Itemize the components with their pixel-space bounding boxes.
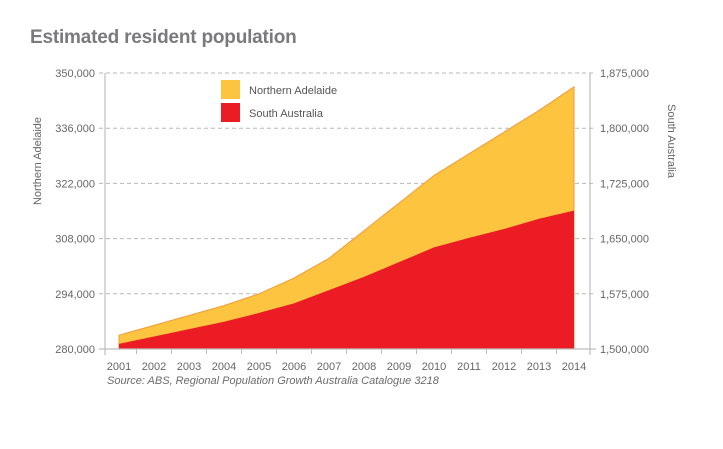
right-axis-title: South Australia xyxy=(665,104,677,179)
x-tick-label: 2009 xyxy=(387,361,411,373)
x-tick-label: 2002 xyxy=(142,361,166,373)
x-tick-label: 2007 xyxy=(317,361,341,373)
chart-title: Estimated resident population xyxy=(30,27,297,48)
tick-labels: 280,000 294,000 308,000 322,000 336,000 350,0… xyxy=(32,68,677,373)
right-tick-label: 1,800,000 xyxy=(600,123,649,135)
x-tick-label: 2003 xyxy=(177,361,201,373)
left-tick-label: 308,000 xyxy=(55,234,95,246)
legend-swatch xyxy=(221,103,240,122)
legend: Northern Adelaide South Australia xyxy=(221,80,337,122)
legend-swatch xyxy=(221,80,240,99)
legend-label: South Australia xyxy=(249,108,324,120)
x-tick-label: 2011 xyxy=(457,361,481,373)
x-tick-label: 2008 xyxy=(352,361,376,373)
right-tick-label: 1,725,000 xyxy=(600,178,649,190)
right-tick-label: 1,650,000 xyxy=(600,234,649,246)
right-tick-label: 1,500,000 xyxy=(600,344,649,356)
areas xyxy=(118,85,575,350)
area-south-australia xyxy=(119,210,574,349)
axes xyxy=(99,73,596,355)
left-tick-label: 294,000 xyxy=(55,289,95,301)
x-tick-label: 2004 xyxy=(212,361,236,373)
source-note: Source: ABS, Regional Population Growth … xyxy=(107,375,439,387)
right-tick-label: 1,575,000 xyxy=(600,289,649,301)
left-tick-label: 322,000 xyxy=(55,178,95,190)
left-tick-label: 350,000 xyxy=(55,68,95,80)
x-tick-label: 2010 xyxy=(422,361,446,373)
x-tick-label: 2014 xyxy=(562,361,586,373)
x-tick-label: 2012 xyxy=(492,361,516,373)
left-axis-title: Northern Adelaide xyxy=(32,117,44,205)
x-tick-label: 2001 xyxy=(107,361,131,373)
right-tick-label: 1,875,000 xyxy=(600,68,649,80)
legend-label: Northern Adelaide xyxy=(249,85,337,97)
x-tick-label: 2005 xyxy=(247,361,271,373)
left-tick-label: 280,000 xyxy=(55,344,95,356)
x-tick-label: 2006 xyxy=(282,361,306,373)
left-tick-label: 336,000 xyxy=(55,123,95,135)
x-tick-label: 2013 xyxy=(527,361,551,373)
